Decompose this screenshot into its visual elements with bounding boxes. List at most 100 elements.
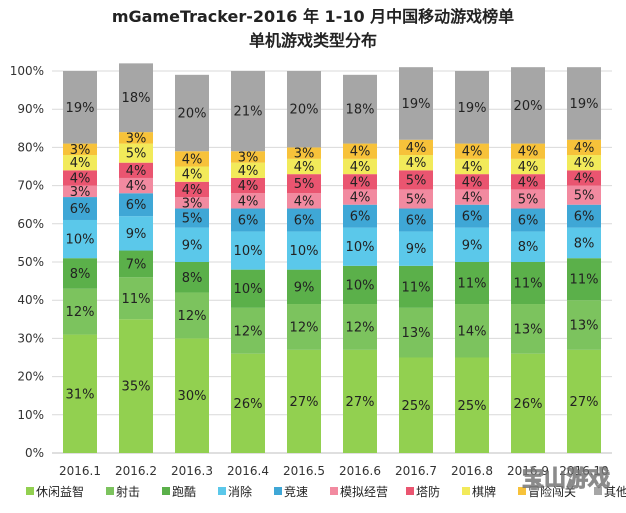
bar-segment	[231, 353, 265, 453]
data-label: 4%	[350, 145, 371, 160]
bar-segment	[343, 74, 377, 144]
legend-swatch	[162, 487, 170, 495]
data-label: 20%	[290, 103, 319, 118]
y-tick-label: 50%	[17, 255, 44, 269]
bar-segment	[231, 208, 265, 232]
data-label: 9%	[182, 238, 203, 253]
legend-swatch	[274, 487, 282, 495]
data-label: 27%	[570, 395, 599, 410]
bar-segment	[231, 307, 265, 354]
bar-segment	[231, 177, 265, 194]
data-label: 9%	[406, 242, 427, 257]
data-label: 6%	[238, 213, 259, 228]
bar-segment	[119, 319, 153, 453]
bar-segment	[175, 151, 209, 167]
bar-segment	[511, 231, 545, 262]
x-tick-label: 2016.4	[227, 464, 269, 478]
data-label: 14%	[458, 324, 487, 339]
legend-label: 休闲益智	[36, 484, 84, 499]
data-label: 5%	[406, 173, 427, 188]
legend-swatch	[406, 487, 414, 495]
bar-segment	[567, 155, 601, 171]
data-label: 12%	[234, 324, 263, 339]
bar-segment	[231, 71, 265, 152]
data-label: 13%	[514, 322, 543, 337]
bar-segment	[63, 155, 97, 171]
legend-swatch	[218, 487, 226, 495]
bar-segment	[567, 170, 601, 186]
bar-segment	[567, 300, 601, 350]
data-label: 4%	[574, 141, 595, 156]
data-label: 9%	[126, 227, 147, 242]
bar-segment	[231, 151, 265, 163]
data-label: 3%	[126, 131, 147, 146]
bar-segment	[511, 143, 545, 159]
bar-segment	[175, 197, 209, 209]
data-label: 19%	[570, 97, 599, 112]
legend-label: 射击	[116, 484, 140, 499]
data-label: 5%	[294, 177, 315, 192]
bar-segment	[511, 304, 545, 354]
bar-segment	[567, 67, 601, 140]
bar-segment	[119, 250, 153, 278]
data-label: 6%	[462, 210, 483, 225]
data-label: 19%	[66, 101, 95, 116]
data-label: 6%	[350, 210, 371, 225]
bar-segment	[175, 181, 209, 198]
legend-label: 冒险闯关	[528, 484, 576, 499]
data-label: 8%	[574, 236, 595, 251]
bar-segment	[399, 357, 433, 453]
data-label: 27%	[290, 395, 319, 410]
data-label: 6%	[406, 213, 427, 228]
data-label: 4%	[294, 160, 315, 175]
data-label: 5%	[574, 189, 595, 204]
bar-segment	[119, 143, 153, 163]
data-label: 4%	[462, 160, 483, 175]
y-tick-label: 20%	[17, 370, 44, 384]
bar-segment	[63, 197, 97, 220]
bar-segment	[119, 277, 153, 320]
data-label: 4%	[238, 194, 259, 209]
bar-segment	[175, 208, 209, 228]
data-label: 4%	[518, 175, 539, 190]
bar-segment	[63, 258, 97, 289]
bar-segment	[287, 71, 321, 148]
legend-label: 跑酷	[172, 485, 196, 499]
data-label: 11%	[122, 292, 151, 307]
bar-segment	[567, 139, 601, 156]
data-label: 4%	[462, 175, 483, 190]
bar-segment	[455, 158, 489, 175]
bar-segment	[399, 67, 433, 140]
data-label: 12%	[66, 305, 95, 320]
data-label: 19%	[402, 97, 431, 112]
data-label: 4%	[70, 156, 91, 171]
x-tick-label: 2016.6	[339, 464, 381, 478]
bar-segment	[175, 227, 209, 262]
bar-segment	[175, 166, 209, 182]
bar-segment	[231, 162, 265, 178]
x-tick-label: 2016.9	[507, 464, 549, 478]
data-label: 4%	[238, 179, 259, 194]
data-label: 6%	[574, 210, 595, 225]
x-tick-label: 2016.3	[171, 464, 213, 478]
bar-segment	[455, 227, 489, 262]
bar-segment	[455, 262, 489, 305]
bar-segment	[175, 292, 209, 339]
bar-segment	[63, 219, 97, 259]
bar-segment	[231, 193, 265, 209]
bar-segment	[63, 185, 97, 198]
bar-segment	[343, 304, 377, 350]
data-label: 8%	[518, 240, 539, 255]
data-label: 19%	[458, 101, 487, 116]
data-label: 27%	[346, 395, 375, 410]
bar-segment	[63, 71, 97, 144]
data-label: 12%	[178, 309, 207, 324]
bar-segment	[455, 357, 489, 453]
bar-segment	[511, 174, 545, 190]
y-tick-label: 100%	[10, 64, 44, 78]
bar-segment	[399, 139, 433, 156]
bar-segment	[287, 174, 321, 194]
x-tick-label: 2016.7	[395, 464, 437, 478]
bar-segment	[119, 63, 153, 133]
